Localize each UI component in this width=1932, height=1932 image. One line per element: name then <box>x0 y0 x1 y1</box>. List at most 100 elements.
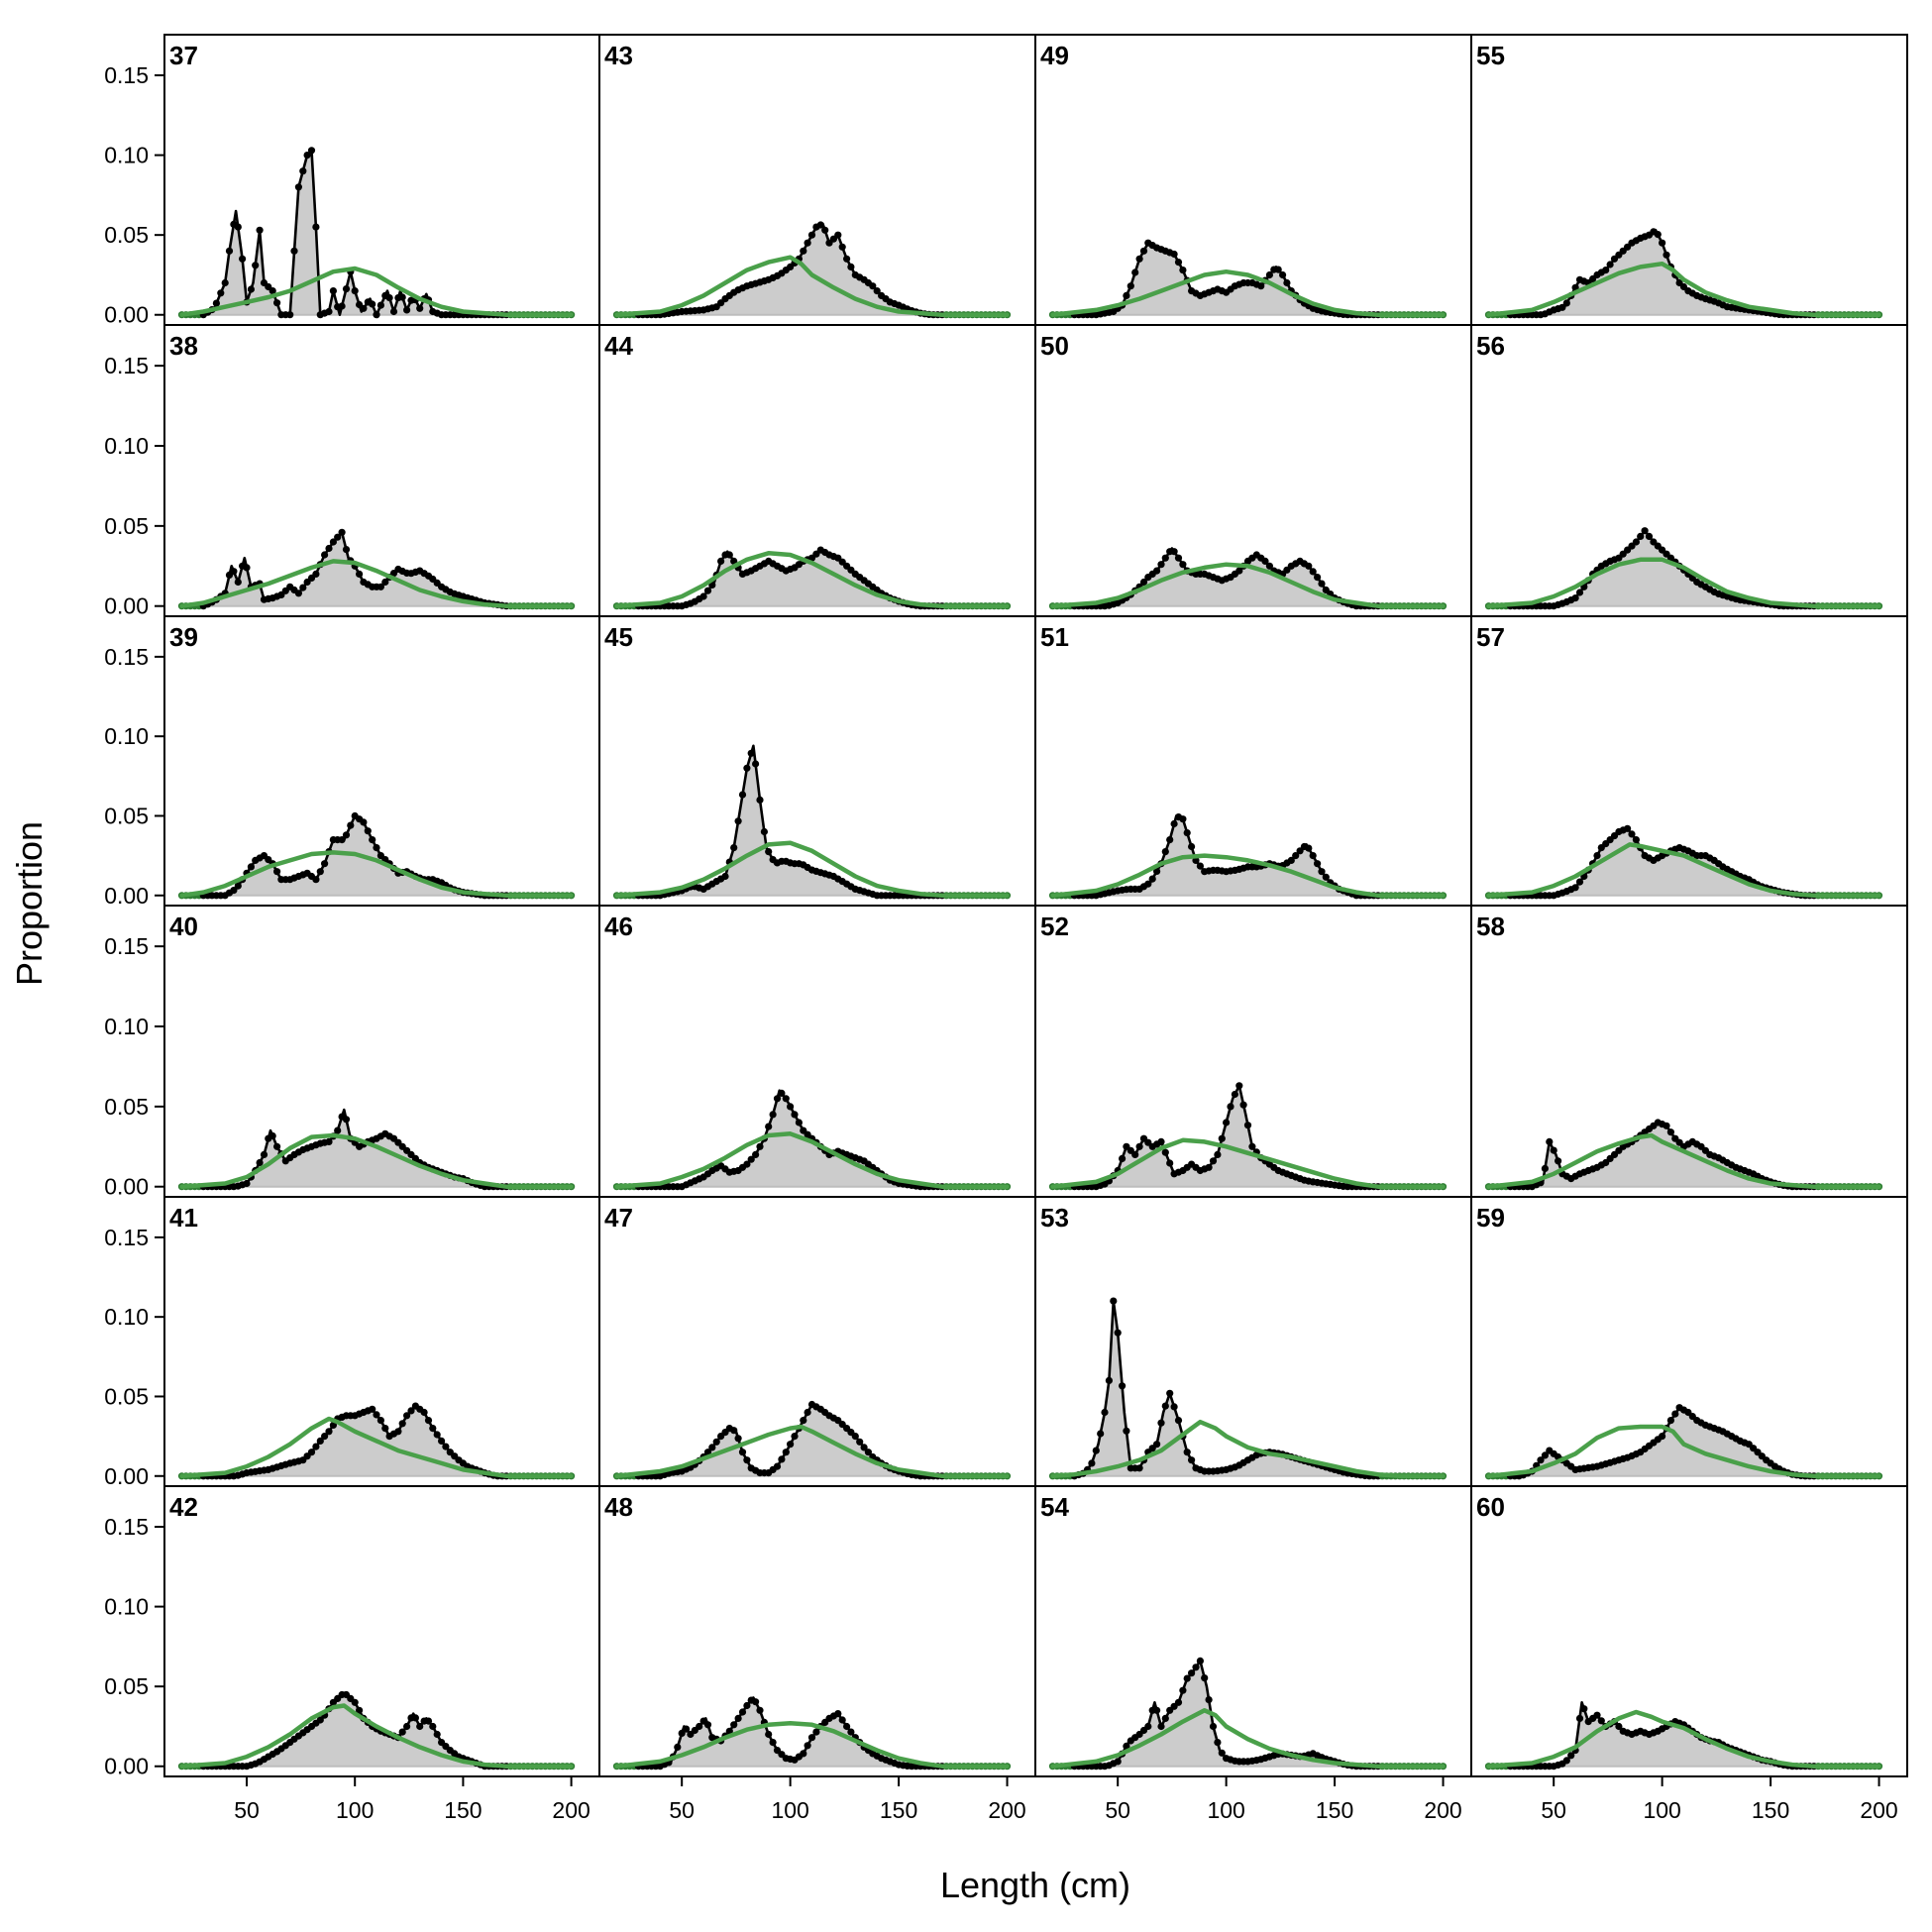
observed-point <box>738 791 747 799</box>
observed-point <box>860 1444 868 1451</box>
observed-point <box>312 223 320 231</box>
observed-point <box>1161 554 1169 562</box>
observed-point <box>1119 1154 1127 1162</box>
observed-point <box>1114 1329 1122 1337</box>
observed-point <box>239 255 247 263</box>
observed-point <box>1170 819 1178 828</box>
observed-point <box>1153 867 1161 876</box>
observed-point <box>1131 268 1139 276</box>
observed-point <box>760 827 769 836</box>
observed-point <box>1157 1722 1165 1731</box>
panel-label: 38 <box>169 331 198 361</box>
observed-point <box>1309 568 1317 576</box>
observed-point <box>225 247 234 255</box>
observed-point <box>1575 589 1584 596</box>
observed-point <box>376 1417 384 1425</box>
y-tick-label: 0.00 <box>104 593 149 619</box>
x-tick-label: 150 <box>444 1797 482 1823</box>
observed-point <box>725 551 733 559</box>
observed-point <box>1218 1749 1226 1757</box>
y-tick-label: 0.10 <box>104 1304 149 1330</box>
observed-point <box>290 247 298 255</box>
observed-point <box>1223 1119 1231 1127</box>
expected-line <box>614 1424 1010 1479</box>
expected-line <box>1486 1132 1881 1189</box>
observed-point <box>1671 1410 1679 1418</box>
x-tick-label: 50 <box>234 1797 260 1823</box>
observed-point <box>1183 1449 1191 1456</box>
observed-point <box>1283 278 1291 287</box>
observed-area <box>1488 1123 1879 1187</box>
observed-point <box>1166 1389 1174 1397</box>
panel-label: 44 <box>604 331 633 361</box>
y-tick-label: 0.15 <box>104 933 149 959</box>
panel-label: 37 <box>169 41 198 70</box>
observed-point <box>1209 1157 1218 1165</box>
panel-label: 47 <box>604 1203 633 1233</box>
y-tick-label: 0.05 <box>104 1094 149 1120</box>
observed-point <box>730 1427 738 1435</box>
panel-label: 55 <box>1476 41 1505 70</box>
observed-point <box>299 167 307 175</box>
observed-point <box>356 1706 364 1714</box>
observed-point <box>334 533 342 541</box>
observed-point <box>712 1438 720 1446</box>
observed-point <box>342 831 351 839</box>
observed-point <box>325 1428 333 1436</box>
observed-point <box>1606 261 1614 268</box>
observed-point <box>424 1417 433 1425</box>
panel-39: 39 <box>163 615 600 907</box>
y-tick-label: 0.00 <box>104 883 149 909</box>
observed-point <box>429 1425 437 1433</box>
observed-point <box>299 584 307 591</box>
observed-point <box>338 836 346 844</box>
observed-point <box>1235 567 1243 575</box>
panel-label: 50 <box>1040 331 1069 361</box>
y-axis-title: Proportion <box>9 821 50 986</box>
observed-point <box>398 1728 406 1736</box>
observed-point <box>1179 561 1187 569</box>
observed-area <box>1488 230 1879 315</box>
x-tick-label: 150 <box>880 1797 917 1823</box>
observed-point <box>1123 291 1130 299</box>
expected-line <box>179 850 574 899</box>
observed-point <box>1562 299 1570 307</box>
panel-border <box>1470 1485 1908 1777</box>
observed-point <box>1659 239 1666 247</box>
observed-point <box>1537 1456 1545 1464</box>
observed-point <box>351 287 359 295</box>
expected-line <box>614 1131 1010 1189</box>
observed-point <box>873 287 881 295</box>
observed-point <box>721 872 729 881</box>
y-tick-label: 0.05 <box>104 222 149 248</box>
observed-point <box>303 152 311 160</box>
y-tick-label: 0.10 <box>104 433 149 459</box>
observed-point <box>1105 1376 1113 1384</box>
observed-point <box>1183 1674 1191 1682</box>
observed-point <box>286 311 294 319</box>
observed-point <box>234 578 242 587</box>
observed-point <box>851 1433 859 1441</box>
expected-line <box>1486 1709 1881 1769</box>
observed-point <box>1663 251 1670 259</box>
observed-point <box>312 1443 320 1450</box>
observed-point <box>1279 270 1287 279</box>
observed-point <box>1575 878 1584 886</box>
expected-line <box>1486 842 1881 899</box>
y-tick-label: 0.15 <box>104 353 149 378</box>
observed-point <box>1166 1159 1174 1167</box>
observed-point <box>812 1728 820 1736</box>
observed-point <box>765 1123 773 1130</box>
observed-point <box>800 247 807 255</box>
observed-point <box>800 1750 807 1758</box>
observed-point <box>273 1142 281 1150</box>
expected-line <box>179 266 574 317</box>
observed-point <box>373 1411 380 1419</box>
observed-point <box>312 570 320 579</box>
observed-point <box>756 1706 764 1714</box>
observed-point <box>1179 1686 1187 1694</box>
observed-point <box>247 285 255 293</box>
observed-point <box>703 1721 712 1729</box>
observed-point <box>1110 1297 1118 1305</box>
